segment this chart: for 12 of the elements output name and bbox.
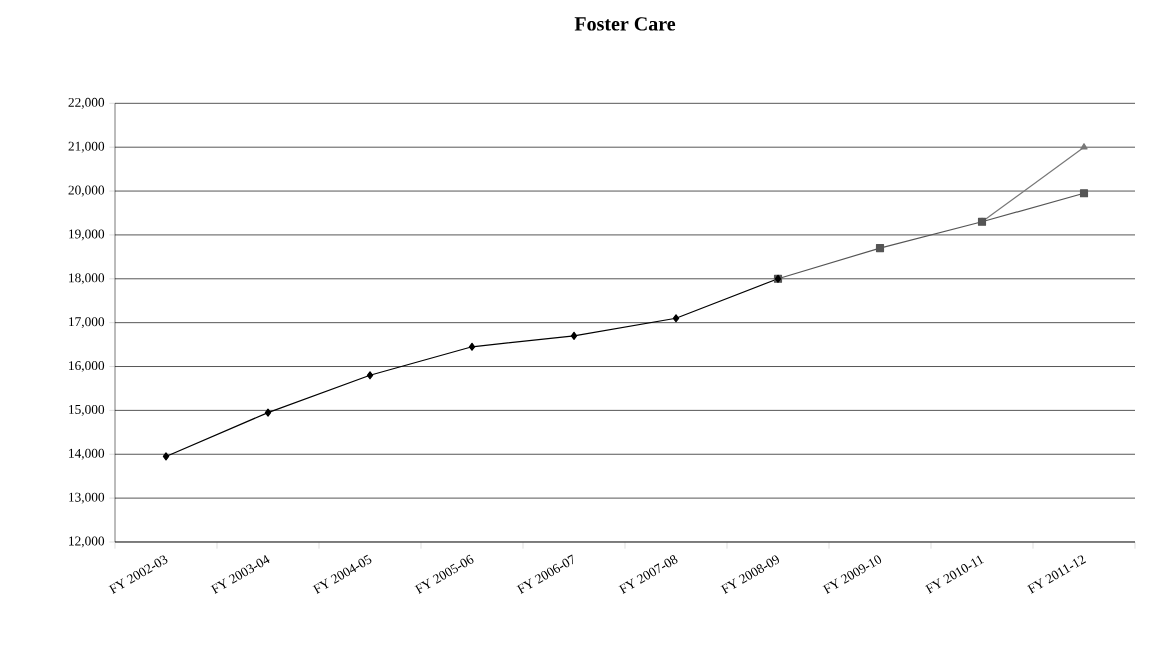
y-tick-label: 19,000 [69,229,105,241]
y-tick-label: 21,000 [68,141,105,153]
y-tick-label: 22,000 [68,97,105,109]
y-tick-label: 12,000 [69,536,105,548]
y-tick-label: 13,000 [69,492,105,504]
y-tick-label: 17,000 [69,317,105,329]
chart-title: Foster Care [574,17,676,31]
y-tick-label: 18,000 [69,273,105,285]
y-tick-label: 20,000 [68,185,105,197]
y-tick-label: 14,000 [69,448,105,460]
y-tick-label: 16,000 [69,361,105,372]
y-tick-label: 15,000 [69,404,105,416]
